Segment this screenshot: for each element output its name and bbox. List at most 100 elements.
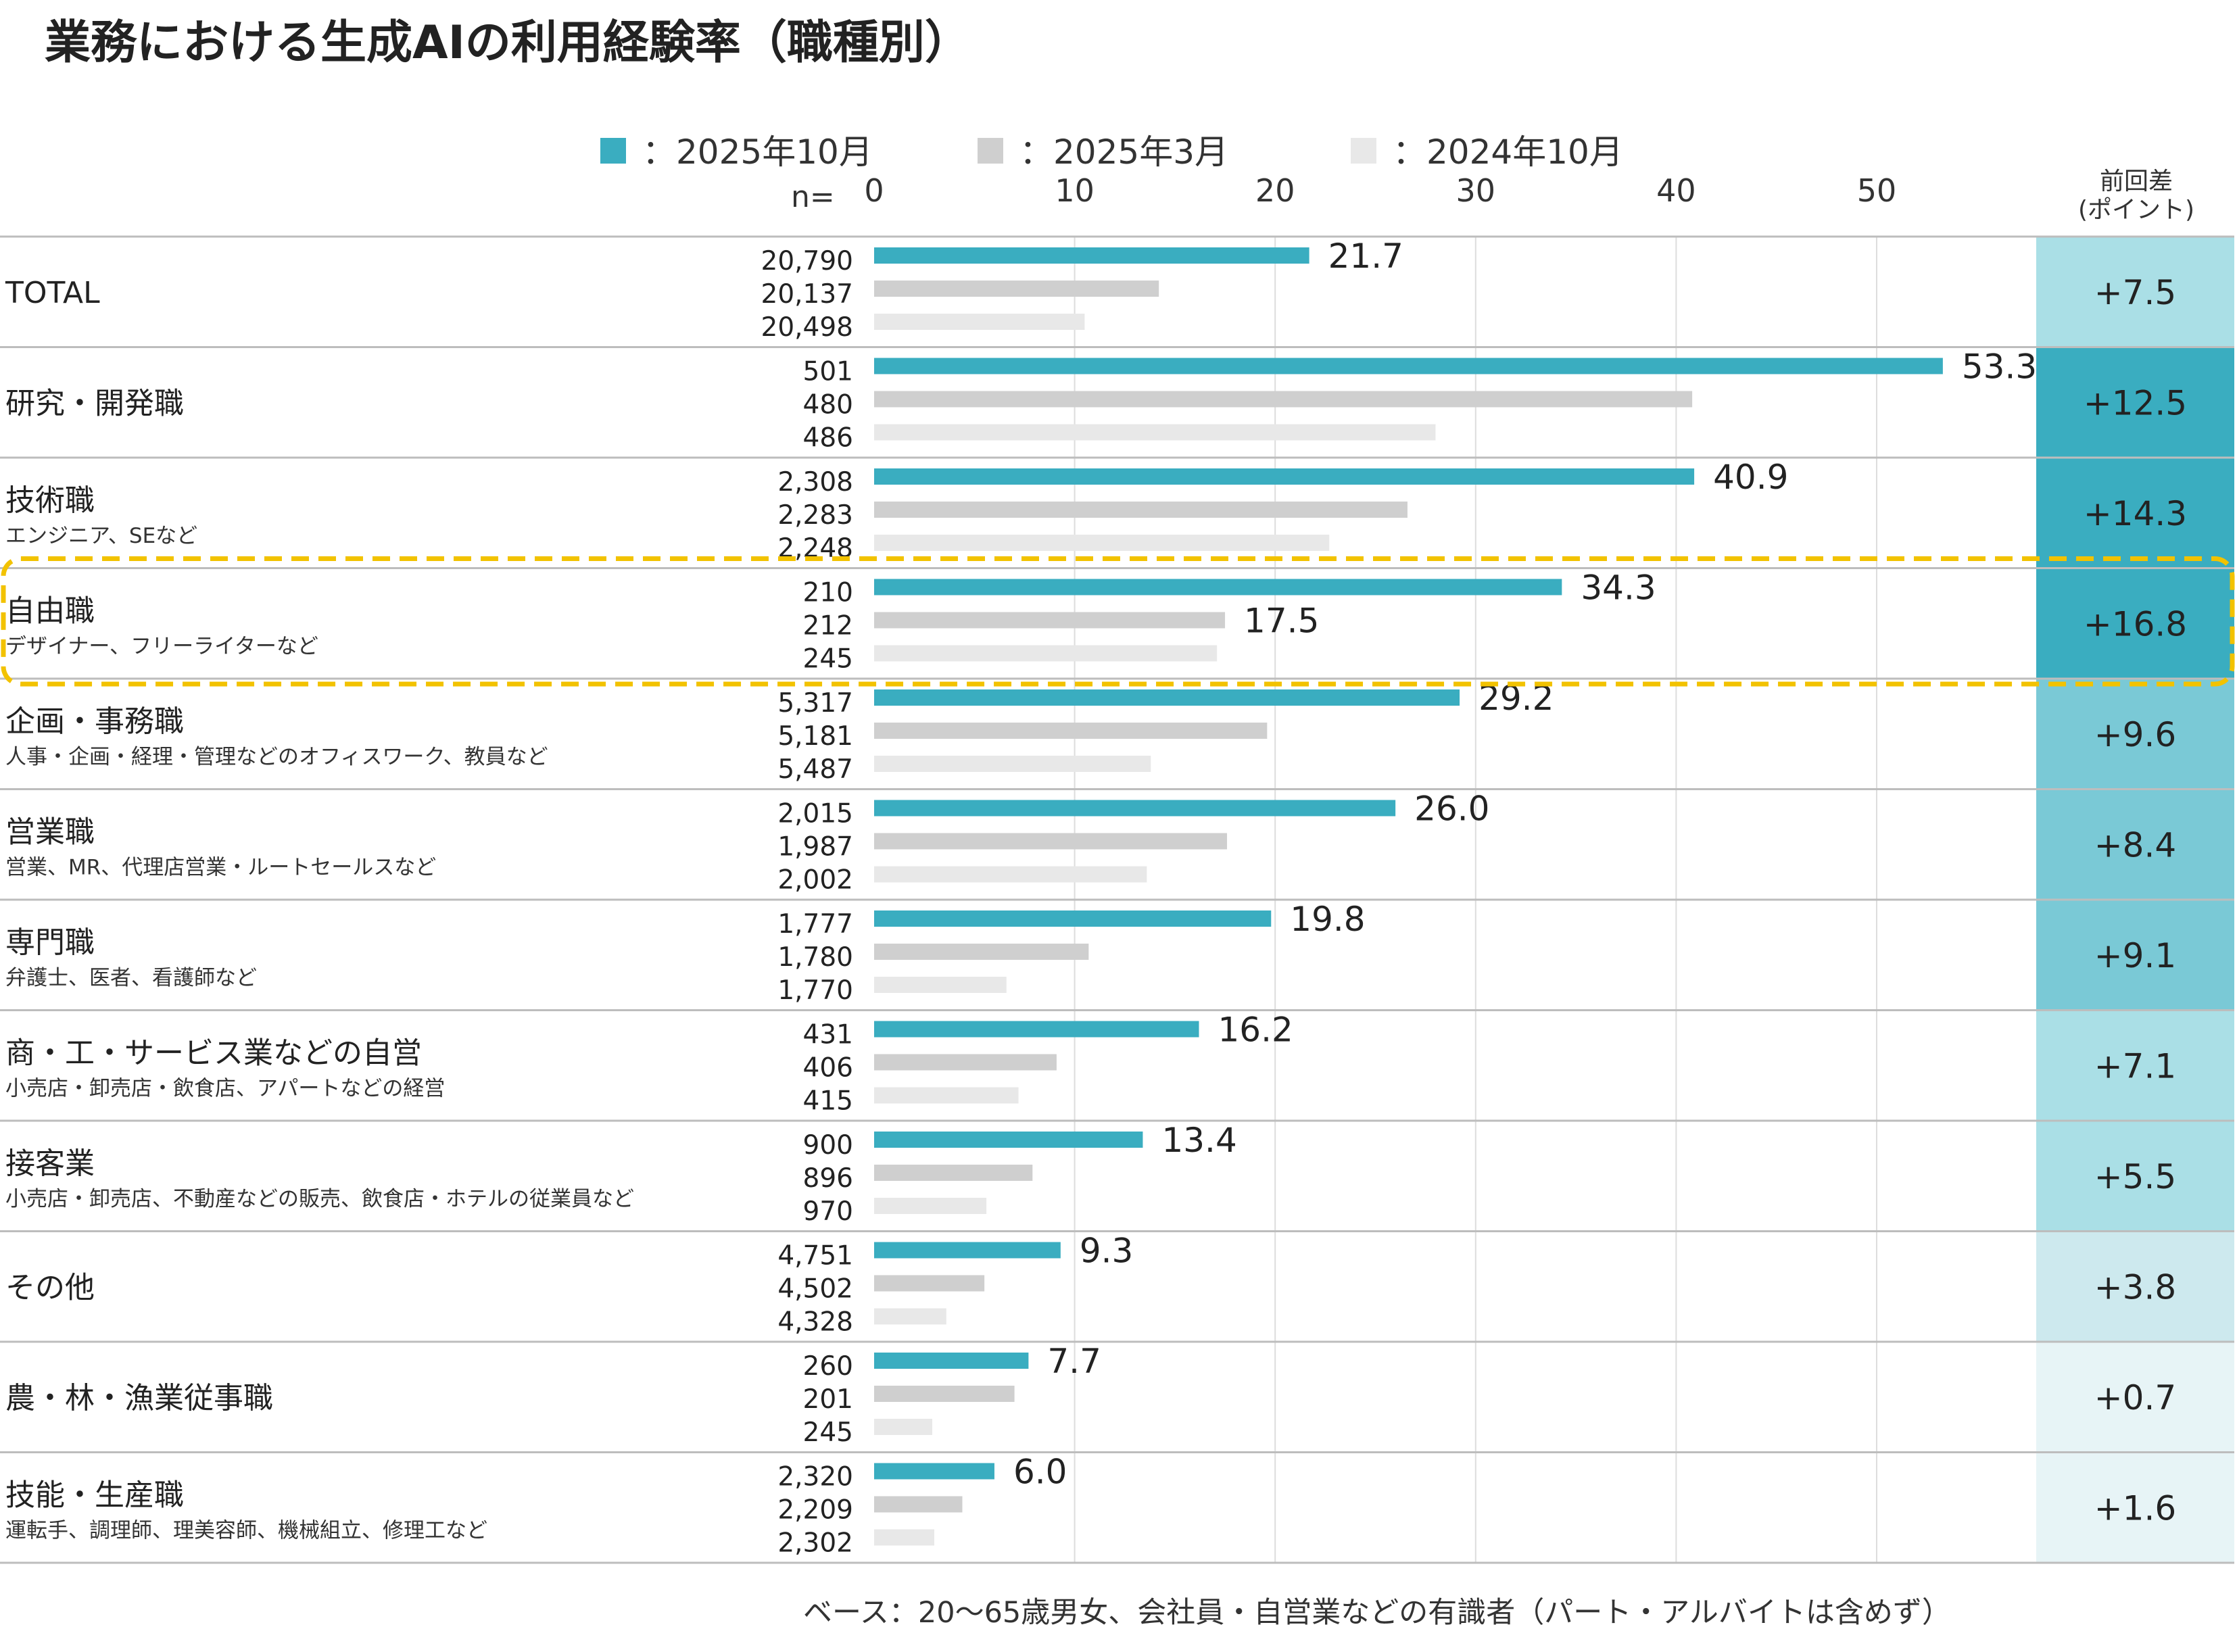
bar-2025-03 [874,944,1089,960]
n-value: 4,751 [777,1241,853,1271]
bar-2024-10 [874,1419,933,1435]
legend-swatch-3 [1351,138,1376,164]
bar-2025-03 [874,502,1408,518]
x-tick-label: 10 [1055,172,1095,209]
category-sublabel: 弁護士、医者、看護師など [5,966,257,990]
diff-cell [2036,679,2234,789]
category-label: 技能・生産職 [5,1478,184,1512]
legend-swatch-2 [978,138,1003,164]
highlight-box [1,556,2235,687]
diff-cell [2036,789,2234,900]
bar-2024-10 [874,1308,946,1325]
data-label: 53.3 [1962,347,2037,387]
data-label: 6.0 [1013,1453,1067,1492]
n-value: 501 [803,357,853,387]
data-label: 17.5 [1244,602,1319,641]
diff-value: +14.3 [2084,494,2187,533]
bar-2025-10 [874,1463,994,1480]
category-sublabel: 運転手、調理師、理美容師、機械組立、修理工など [5,1518,487,1542]
bar-2025-10 [874,1353,1029,1369]
n-value: 406 [803,1053,853,1084]
category-label: 商・工・サービス業などの自営 [5,1036,422,1070]
category-sublabel: 小売店・卸売店、不動産などの販売、飲食店・ホテルの従業員など [5,1187,634,1211]
x-tick-label: 20 [1255,172,1295,209]
category-label: 接客業 [5,1146,95,1181]
diff-value: +12.5 [2084,383,2187,422]
bar-2025-03 [874,612,1226,629]
n-value: 1,987 [777,832,853,863]
bar-2025-10 [874,1242,1061,1259]
bar-2025-03 [874,1496,963,1513]
diff-value: +16.8 [2084,604,2187,643]
bar-2025-03 [874,1275,985,1292]
x-tick-label: 0 [864,172,884,209]
data-label: 19.8 [1290,900,1365,939]
data-label: 40.9 [1713,458,1788,497]
diff-cell [2036,458,2234,568]
n-value: 1,770 [777,975,853,1006]
diff-cell [2036,237,2234,347]
bar-2024-10 [874,1087,1019,1104]
data-label: 21.7 [1328,237,1403,276]
diff-value: +8.4 [2094,825,2176,865]
chart-title: 業務における生成AIの利用経験率（職種別） [45,16,971,70]
category-label: その他 [5,1270,95,1305]
legend-swatch-1 [600,138,626,164]
bar-2024-10 [874,535,1330,551]
n-value: 415 [803,1086,853,1117]
legend-label-3: ：2024年10月 [1393,132,1623,172]
n-value: 2,308 [777,467,853,497]
n-value: 2,015 [777,799,853,829]
diff-cell [2036,1231,2234,1342]
bar-2024-10 [874,756,1151,772]
bar-2025-03 [874,281,1159,297]
category-label: 営業職 [5,815,95,849]
n-value: 245 [803,644,853,675]
data-label: 34.3 [1581,568,1656,608]
n-value: 2,209 [777,1495,853,1526]
diff-value: +7.1 [2094,1046,2176,1086]
n-value: 20,498 [761,312,853,343]
bars: 21.753.340.934.317.529.226.019.816.213.4… [874,237,2037,1546]
n-value: 900 [803,1130,853,1161]
bar-2025-03 [874,1386,1015,1402]
category-sublabel: 小売店・卸売店・飲食店、アパートなどの経営 [5,1076,445,1100]
category-label: 研究・開発職 [5,386,184,420]
diff-value: +0.7 [2094,1378,2176,1417]
bar-2025-03 [874,833,1228,850]
n-value: 5,487 [777,754,853,785]
diff-cell [2036,1121,2234,1232]
footnote: ベース：20〜65歳男女、会社員・自営業などの有識者（パート・アルバイトは含めず… [803,1596,1951,1630]
diff-cell [2036,568,2234,679]
diff-cell [2036,1452,2234,1563]
n-value: 486 [803,423,853,454]
bar-2025-10 [874,247,1309,264]
bar-2024-10 [874,1529,934,1546]
data-label: 13.4 [1161,1121,1236,1160]
diff-cell [2036,347,2234,458]
n-value: 5,181 [777,721,853,752]
n-value: 2,002 [777,865,853,896]
n-value: 212 [803,611,853,641]
n-value: 5,317 [777,688,853,719]
n-value: 2,302 [777,1528,853,1559]
x-axis: n= 0 10 20 30 40 50 前回差(ポイント) [791,168,2194,224]
bar-2025-03 [874,391,1693,408]
category-sublabel: 人事・企画・経理・管理などのオフィスワーク、教員など [5,745,548,769]
bar-2025-10 [874,910,1272,927]
category-label: 技術職 [5,483,95,518]
n-value: 970 [803,1196,853,1227]
n-value: 20,137 [761,279,853,310]
category-sublabel: デザイナー、フリーライターなど [5,634,318,658]
n-value: 245 [803,1417,853,1448]
bar-2025-03 [874,1165,1033,1181]
diff-cell [2036,900,2234,1011]
bar-2024-10 [874,977,1007,993]
bar-2025-03 [874,723,1268,739]
diff-value: +3.8 [2094,1267,2176,1307]
bar-2024-10 [874,866,1147,883]
diff-header-line1: 前回差 [2100,168,2173,195]
x-tick-label: 30 [1456,172,1496,209]
bar-2025-10 [874,468,1695,485]
